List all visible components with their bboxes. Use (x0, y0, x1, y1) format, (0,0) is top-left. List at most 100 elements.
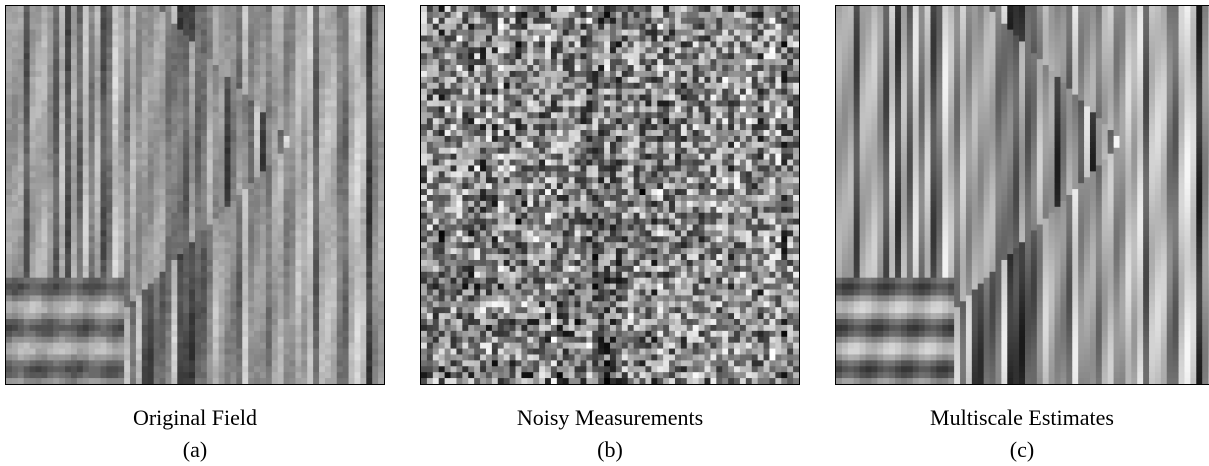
pixel (130, 12, 136, 18)
pixel (83, 30, 89, 36)
pixel (189, 77, 195, 83)
pixel (769, 6, 775, 12)
pixel (207, 242, 213, 248)
pixel (781, 77, 787, 83)
pixel (165, 349, 171, 355)
pixel (260, 301, 266, 307)
pixel (284, 106, 290, 112)
pixel (439, 77, 445, 83)
pixel (248, 290, 254, 296)
pixel (195, 36, 201, 42)
pixel (148, 331, 154, 337)
pixel (610, 36, 616, 42)
pixel (343, 254, 349, 260)
pixel (77, 284, 83, 290)
pixel (427, 59, 433, 65)
pixel (77, 177, 83, 183)
pixel (349, 118, 355, 124)
pixel (53, 201, 59, 207)
pixel (24, 337, 30, 343)
pixel (83, 219, 89, 225)
pixel (746, 59, 752, 65)
pixel (486, 53, 492, 59)
pixel (225, 254, 231, 260)
pixel (349, 24, 355, 30)
pixel (372, 354, 378, 360)
pixel (284, 165, 290, 171)
pixel (592, 71, 598, 77)
pixel (427, 24, 433, 30)
pixel (201, 260, 207, 266)
pixel (36, 201, 42, 207)
pixel (47, 213, 53, 219)
pixel (278, 278, 284, 284)
pixel (47, 160, 53, 166)
pixel (510, 83, 516, 89)
pixel (124, 266, 130, 272)
pixel (207, 47, 213, 53)
pixel (337, 24, 343, 30)
pixel (337, 18, 343, 24)
pixel (242, 95, 248, 101)
pixel (372, 24, 378, 30)
pixel (325, 349, 331, 355)
pixel (213, 83, 219, 89)
pixel (18, 101, 24, 107)
pixel (41, 89, 47, 95)
pixel (354, 77, 360, 83)
pixel (18, 301, 24, 307)
pixel (260, 272, 266, 278)
pixel (563, 30, 569, 36)
pixel (171, 301, 177, 307)
pixel (30, 30, 36, 36)
pixel (378, 272, 384, 278)
pixel (106, 290, 112, 296)
pixel (213, 290, 219, 296)
pixel (622, 65, 628, 71)
pixel (354, 101, 360, 107)
pixel (468, 41, 474, 47)
pixel (136, 230, 142, 236)
pixel (12, 65, 18, 71)
pixel (486, 36, 492, 42)
pixel (580, 47, 586, 53)
pixel (71, 65, 77, 71)
pixel (301, 154, 307, 160)
pixel (242, 219, 248, 225)
pixel (230, 319, 236, 325)
pixel (71, 41, 77, 47)
pixel (705, 41, 711, 47)
pixel (301, 24, 307, 30)
pixel (30, 266, 36, 272)
pixel (734, 65, 740, 71)
pixel (230, 354, 236, 360)
pixel (433, 59, 439, 65)
pixel (337, 47, 343, 53)
pixel (230, 77, 236, 83)
pixel (36, 154, 42, 160)
pixel (24, 83, 30, 89)
pixel (142, 349, 148, 355)
pixel (225, 136, 231, 142)
pixel (764, 18, 770, 24)
pixel (189, 89, 195, 95)
pixel (290, 177, 296, 183)
pixel (313, 189, 319, 195)
pixel (24, 378, 30, 384)
pixel (242, 254, 248, 260)
pixel (295, 195, 301, 201)
pixel (65, 106, 71, 112)
pixel (30, 337, 36, 343)
pixel (230, 59, 236, 65)
pixel (183, 272, 189, 278)
pixel (378, 71, 384, 77)
pixel (36, 354, 42, 360)
pixel (266, 101, 272, 107)
pixel (148, 242, 154, 248)
pixel (130, 325, 136, 331)
pixel (136, 89, 142, 95)
pixel (260, 213, 266, 219)
pixel (254, 65, 260, 71)
pixel (160, 337, 166, 343)
pixel (201, 372, 207, 378)
